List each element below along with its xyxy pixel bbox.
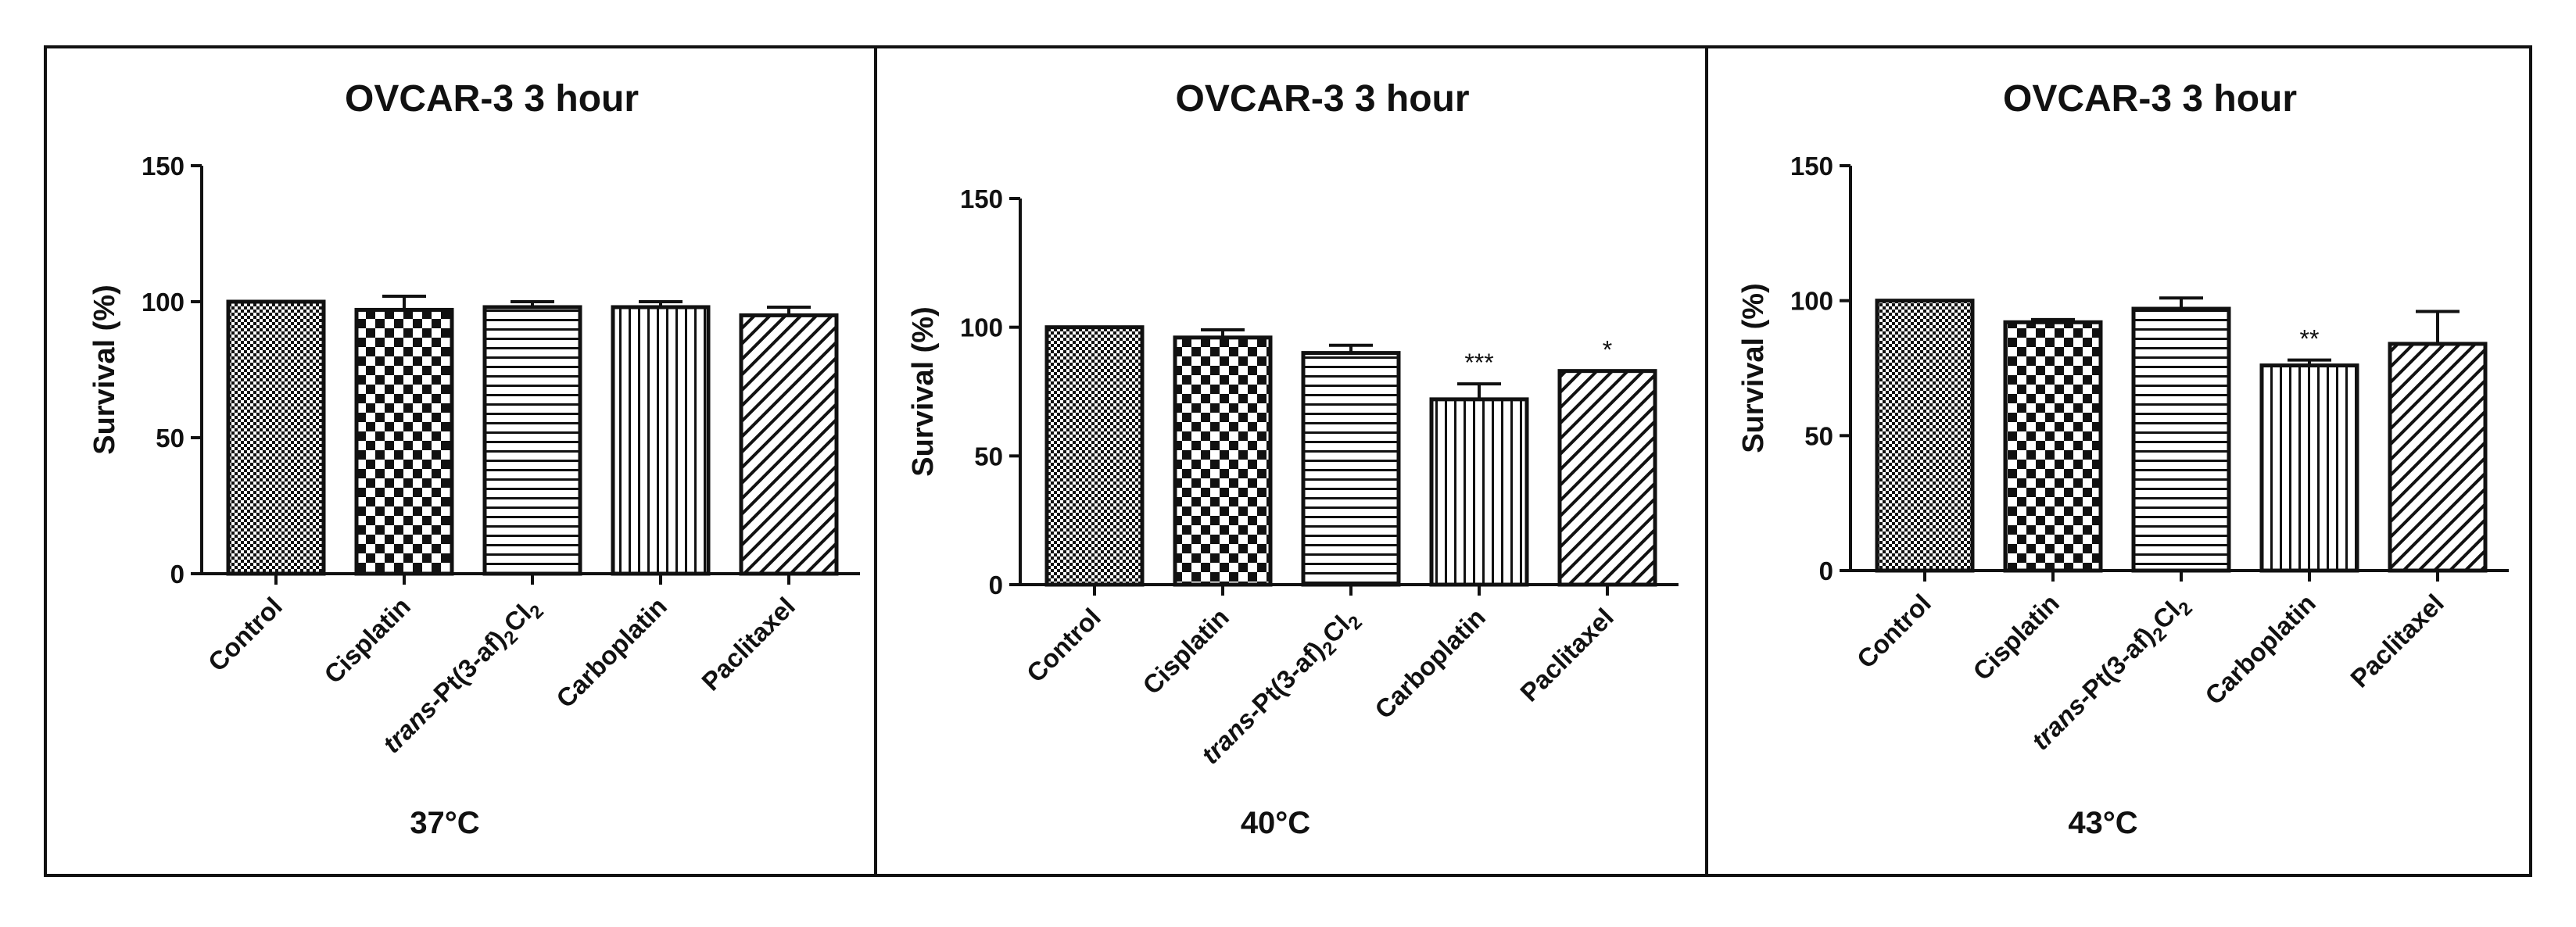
panel-3: OVCAR-3 3 hour 0 50 100 150 Survival (%) Contr… <box>1705 45 2532 877</box>
panel-frame <box>1705 45 2532 877</box>
category-part: -Pt(3-af) <box>421 625 511 714</box>
y-tick-label: 0 <box>170 560 185 589</box>
y-axis-label: Survival (%) <box>907 306 940 477</box>
x-tick-label: Cisplatin <box>1967 589 2065 686</box>
bar-3 <box>2131 306 2231 573</box>
x-tick-label: Paclitaxel <box>1514 603 1619 707</box>
y-tick-label: 150 <box>1790 152 1833 181</box>
chart-title: OVCAR-3 3 hour <box>345 78 639 120</box>
x-tick-label: Paclitaxel <box>2345 589 2449 693</box>
y-tick-label: 150 <box>142 152 185 181</box>
x-tick-label: Paclitaxel <box>696 592 801 696</box>
panel-2: OVCAR-3 3 hour 0 50 100 150 Survival (%) Contr… <box>874 45 1708 877</box>
bar-1 <box>1044 325 1145 587</box>
significance-label: ** <box>2300 325 2320 353</box>
x-tick-label: Control <box>1021 603 1106 688</box>
condition-label: 37°C <box>410 806 479 840</box>
bar-2 <box>1173 335 1273 587</box>
y-tick-label: 50 <box>1804 421 1833 450</box>
condition-label: 43°C <box>2068 806 2137 840</box>
y-tick-label: 50 <box>974 442 1003 471</box>
significance-label: *** <box>1464 349 1493 377</box>
x-tick-label: Control <box>202 592 288 677</box>
y-tick-label: 100 <box>1790 287 1833 316</box>
y-axis-label: Survival (%) <box>1737 283 1770 453</box>
category-part: -Pt(3-af) <box>1240 635 1329 725</box>
bar-3 <box>482 305 582 576</box>
y-tick-label: 100 <box>142 288 185 317</box>
x-tick-label: Cisplatin <box>1137 603 1234 700</box>
y-tick-label: 50 <box>156 424 185 453</box>
y-tick-label: 0 <box>989 571 1003 600</box>
x-tick-label: Carboplatin <box>1369 603 1491 725</box>
chart-title: OVCAR-3 3 hour <box>1175 78 1469 120</box>
bar-3 <box>1301 351 1401 587</box>
bar-5 <box>1557 369 1657 587</box>
x-tick-label: Carboplatin <box>2199 589 2321 710</box>
condition-label: 40°C <box>1241 806 1310 840</box>
bar-4 <box>1429 397 1529 587</box>
bar-4 <box>2259 363 2359 573</box>
y-tick-label: 100 <box>960 313 1003 342</box>
bar-2 <box>354 307 454 576</box>
significance-label: * <box>1603 336 1612 364</box>
bar-1 <box>226 299 326 576</box>
bar-5 <box>2388 342 2488 573</box>
chart-title: OVCAR-3 3 hour <box>2003 78 2297 120</box>
bar-5 <box>739 313 839 576</box>
panel-1: OVCAR-3 3 hour 0 50 100 150 Survival (%) Contr… <box>44 45 877 877</box>
y-tick-label: 150 <box>960 184 1003 213</box>
category-part: -Pt(3-af) <box>2070 621 2159 710</box>
bar-1 <box>1875 299 1975 573</box>
x-tick-label: Cisplatin <box>318 592 416 689</box>
bar-2 <box>2003 320 2103 573</box>
x-tick-label: Control <box>1851 589 1936 674</box>
y-tick-label: 0 <box>1819 557 1833 585</box>
y-axis-label: Survival (%) <box>88 285 121 455</box>
bar-4 <box>611 305 711 576</box>
x-tick-label: Carboplatin <box>550 592 672 714</box>
